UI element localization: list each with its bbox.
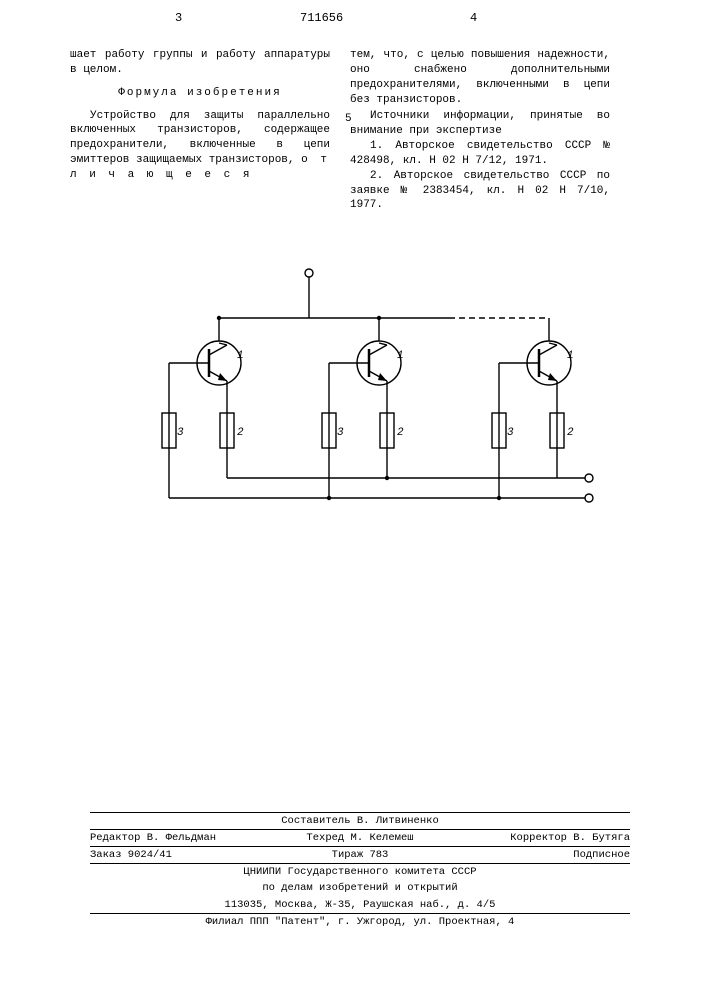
left-para-1: шает работу группы и работу аппаратуры в… xyxy=(70,48,330,78)
branch-address: Филиал ППП "Патент", г. Ужгород, ул. Про… xyxy=(90,914,630,930)
circuit-diagram: 1 3 2 xyxy=(119,263,619,563)
svg-text:3: 3 xyxy=(177,427,184,439)
svg-text:3: 3 xyxy=(337,427,344,439)
compiler-name: В. Литвиненко xyxy=(357,815,439,827)
svg-text:2: 2 xyxy=(237,427,244,439)
page-number-right: 4 xyxy=(470,10,477,26)
claim-text: Устройство для защиты параллельно включе… xyxy=(70,110,330,167)
page-number-left: 3 xyxy=(175,10,182,26)
left-para-2: Устройство для защиты параллельно включе… xyxy=(70,109,330,183)
tech-name: М. Келемеш xyxy=(351,832,414,844)
imprint-footer: Составитель В. Литвиненко Редактор В. Фе… xyxy=(90,812,630,930)
text-columns: шает работу группы и работу аппаратуры в… xyxy=(70,48,667,213)
svg-text:2: 2 xyxy=(567,427,574,439)
org-line-2: по делам изобретений и открытий xyxy=(90,880,630,896)
right-column: тем, что, с целью повышения надежности, … xyxy=(350,48,610,213)
source-2: 2. Авторское свидетельство СССР по заявк… xyxy=(350,169,610,214)
line-marker: 5 xyxy=(345,112,352,127)
transistor-label: 1 xyxy=(237,350,244,362)
svg-text:2: 2 xyxy=(397,427,404,439)
right-para-1: тем, что, с целью повышения надежности, … xyxy=(350,48,610,107)
document-number: 711656 xyxy=(300,10,343,26)
subscription: Подписное xyxy=(450,848,630,862)
svg-text:1: 1 xyxy=(397,350,404,362)
org-line-1: ЦНИИПИ Государственного комитета СССР xyxy=(90,864,630,880)
corrector-label: Корректор xyxy=(510,832,567,844)
tech-label: Техред xyxy=(306,832,344,844)
compiler-label: Составитель xyxy=(281,815,350,827)
formula-title: Формула изобретения xyxy=(70,86,330,101)
sources-title: Источники информации, принятые во вниман… xyxy=(350,109,610,139)
print-run: Тираж 783 xyxy=(270,848,450,862)
order-number: Заказ 9024/41 xyxy=(90,848,270,862)
org-address: 113035, Москва, Ж-35, Раушская наб., д. … xyxy=(90,897,630,914)
editor-label: Редактор xyxy=(90,832,140,844)
corrector-name: В. Бутяга xyxy=(573,832,630,844)
circuit-svg: 1 3 2 xyxy=(119,263,619,563)
source-1: 1. Авторское свидетельство СССР № 428498… xyxy=(350,139,610,169)
svg-text:3: 3 xyxy=(507,427,514,439)
editor-name: В. Фельдман xyxy=(147,832,216,844)
left-column: шает работу группы и работу аппаратуры в… xyxy=(70,48,330,213)
svg-text:1: 1 xyxy=(567,350,574,362)
